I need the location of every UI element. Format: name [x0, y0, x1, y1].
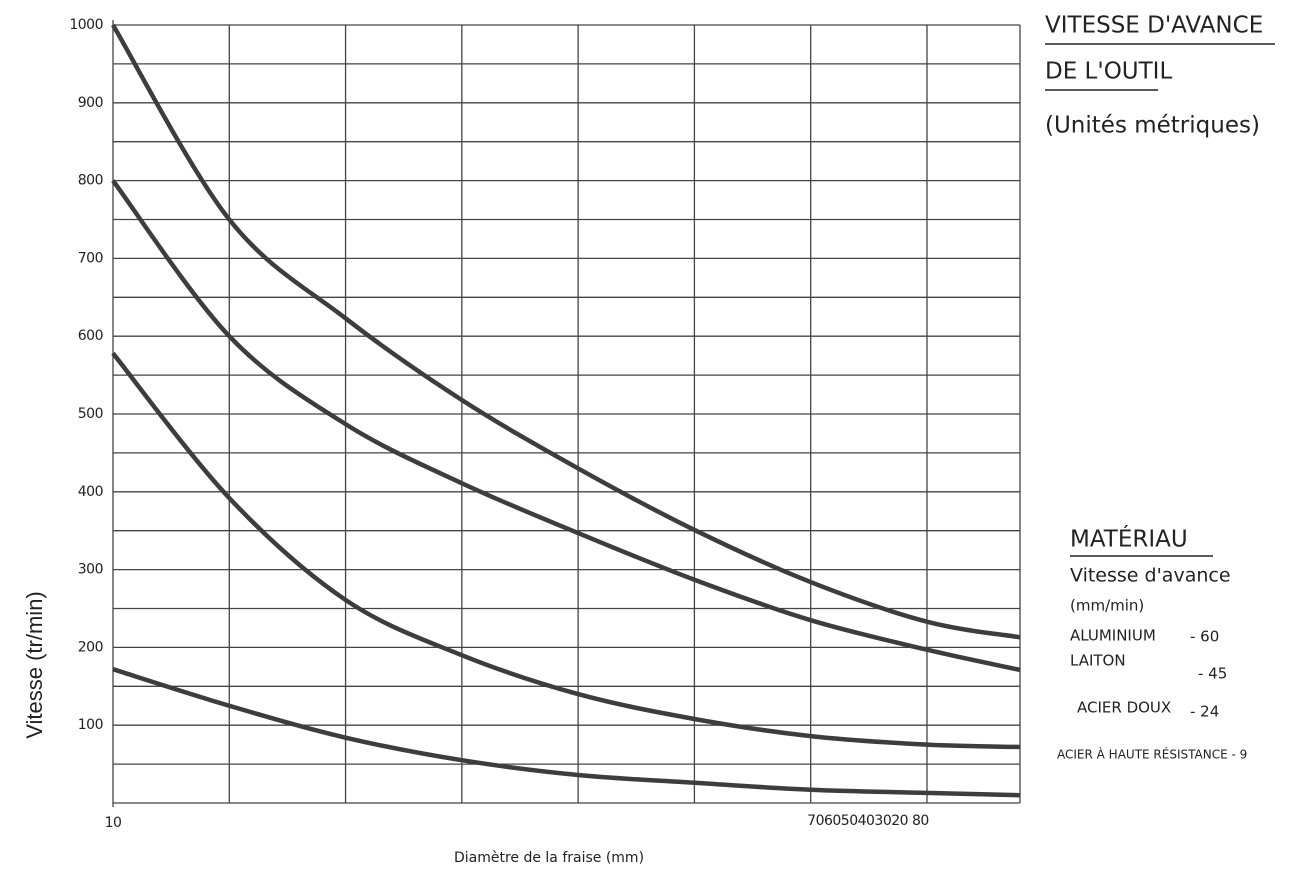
legend-rate: - 24 — [1190, 703, 1219, 721]
legend-unit: (mm/min) — [1070, 597, 1144, 615]
curve — [112, 667, 1021, 798]
y-tick-label: 1000 — [69, 17, 103, 33]
legend-subtitle: Vitesse d'avance — [1070, 565, 1231, 587]
y-tick-label: 100 — [78, 717, 103, 733]
x-tick-label: 706050403020 80 — [807, 813, 929, 829]
legend-item: LAITON — [1070, 652, 1126, 670]
y-tick-label: 600 — [78, 328, 103, 344]
y-tick-label: 200 — [78, 639, 103, 655]
legend-item: ACIER DOUX — [1077, 699, 1171, 717]
curve — [111, 351, 1021, 750]
legend-item: ALUMINIUM — [1070, 627, 1156, 645]
chart-title: VITESSE D'AVANCE — [1045, 13, 1263, 39]
y-tick-label: 700 — [78, 250, 103, 266]
legend-item: ACIER À HAUTE RÉSISTANCE - 9 — [1057, 747, 1247, 762]
legend-rate: - 60 — [1190, 628, 1219, 646]
y-tick-label: 500 — [78, 406, 103, 422]
legend-rate: - 45 — [1198, 665, 1227, 683]
chart-subtitle: (Unités métriques) — [1045, 113, 1260, 139]
y-tick-label: 300 — [78, 562, 103, 578]
x-tick-label: 10 — [105, 815, 122, 831]
legend-title: MATÉRIAU — [1070, 525, 1188, 553]
curve — [111, 179, 1021, 673]
y-tick-label: 400 — [78, 484, 103, 500]
curve — [111, 23, 1021, 640]
chart-title: DE L'OUTIL — [1045, 59, 1172, 85]
y-tick-label: 800 — [78, 173, 103, 189]
y-tick-label: 900 — [78, 95, 103, 111]
y-axis-label: Vitesse (tr/min) — [22, 591, 47, 739]
x-axis-label: Diamètre de la fraise (mm) — [454, 850, 644, 866]
